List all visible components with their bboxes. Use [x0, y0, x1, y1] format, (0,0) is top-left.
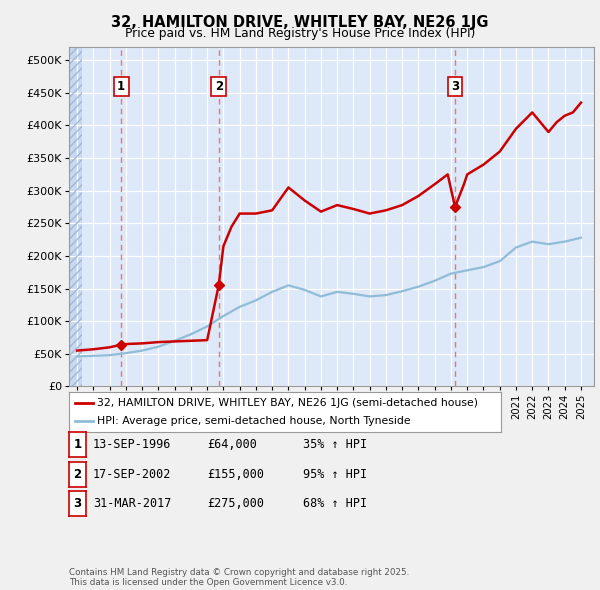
Text: 1: 1: [73, 438, 82, 451]
Text: 2: 2: [215, 80, 223, 93]
Text: 68% ↑ HPI: 68% ↑ HPI: [303, 497, 367, 510]
Text: 35% ↑ HPI: 35% ↑ HPI: [303, 438, 367, 451]
Text: 1: 1: [117, 80, 125, 93]
Text: 32, HAMILTON DRIVE, WHITLEY BAY, NE26 1JG: 32, HAMILTON DRIVE, WHITLEY BAY, NE26 1J…: [111, 15, 489, 30]
Text: 3: 3: [451, 80, 459, 93]
Text: £64,000: £64,000: [207, 438, 257, 451]
Text: 17-SEP-2002: 17-SEP-2002: [93, 468, 172, 481]
Text: 3: 3: [73, 497, 82, 510]
Text: Price paid vs. HM Land Registry's House Price Index (HPI): Price paid vs. HM Land Registry's House …: [125, 27, 475, 40]
Text: 2: 2: [73, 468, 82, 481]
Bar: [69, 47, 82, 386]
Text: Contains HM Land Registry data © Crown copyright and database right 2025.
This d: Contains HM Land Registry data © Crown c…: [69, 568, 409, 587]
Text: £155,000: £155,000: [207, 468, 264, 481]
Text: 32, HAMILTON DRIVE, WHITLEY BAY, NE26 1JG (semi-detached house): 32, HAMILTON DRIVE, WHITLEY BAY, NE26 1J…: [97, 398, 478, 408]
Text: 31-MAR-2017: 31-MAR-2017: [93, 497, 172, 510]
Text: 13-SEP-1996: 13-SEP-1996: [93, 438, 172, 451]
Text: £275,000: £275,000: [207, 497, 264, 510]
Text: 95% ↑ HPI: 95% ↑ HPI: [303, 468, 367, 481]
Text: HPI: Average price, semi-detached house, North Tyneside: HPI: Average price, semi-detached house,…: [97, 416, 411, 426]
Bar: [69, 47, 82, 386]
